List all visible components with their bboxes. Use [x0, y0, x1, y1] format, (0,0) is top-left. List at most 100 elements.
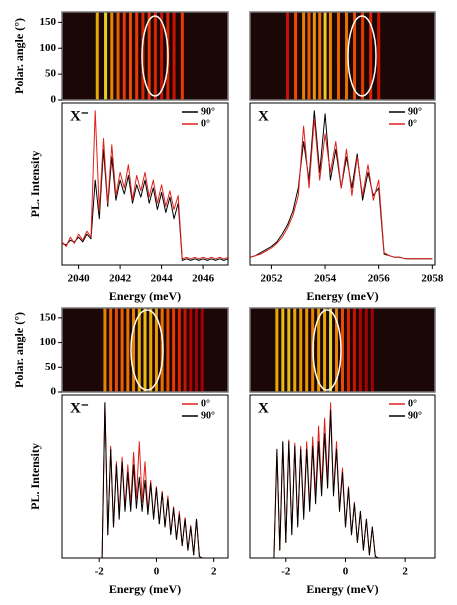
heatmap-stripe [104, 12, 108, 100]
x-tick-label: 2044 [151, 273, 174, 285]
spectrum-line [61, 110, 229, 260]
heatmap-stripe [294, 12, 298, 100]
heatmap-stripe [172, 12, 176, 100]
x-tick-label: 0 [154, 566, 160, 578]
heatmap-stripe [341, 308, 344, 392]
heatmap-stripe [329, 308, 333, 392]
highlight-ellipse [347, 15, 377, 97]
x-tick-label: 2 [211, 566, 217, 578]
y-tick-label: 50 [45, 68, 57, 80]
heatmap-stripe [126, 308, 130, 392]
legend-label: 0° [201, 118, 210, 129]
y-axis-label: Polar. angle (°) [12, 312, 26, 388]
y-tick-label: 100 [40, 42, 57, 54]
heatmap-stripe [143, 308, 147, 392]
heatmap-frame [249, 11, 436, 101]
x-axis-label: Energy (meV) [109, 289, 181, 303]
heatmap-stripe [177, 308, 181, 392]
heatmap-stripe [345, 12, 349, 100]
heatmap-frame [249, 307, 436, 393]
heatmap-stripe [116, 12, 120, 100]
plot-frame [61, 394, 229, 559]
heatmap-stripe [336, 12, 340, 100]
heatmap-stripe [364, 308, 368, 392]
heatmap-stripe [160, 308, 164, 392]
heatmap-stripe [286, 12, 290, 100]
spectrum-line [250, 410, 435, 559]
heatmap-stripe [358, 308, 362, 392]
panel-label: X [258, 108, 269, 124]
heatmap-stripe [166, 308, 170, 392]
y-axis-label: PL. Intensity [28, 151, 42, 218]
spectrum-line [249, 117, 433, 260]
heatmap-stripe [302, 12, 306, 100]
legend-label: 0° [408, 118, 417, 129]
heatmap-stripe [132, 308, 136, 392]
heatmap-stripe [370, 308, 374, 392]
legend-label: 0° [201, 398, 210, 409]
highlight-ellipse [312, 309, 342, 391]
x-axis-label: Energy (meV) [109, 582, 181, 596]
heatmap-stripe [95, 12, 99, 100]
heatmap-background [250, 12, 435, 100]
heatmap-stripe [299, 308, 303, 392]
heatmap-stripe [307, 12, 311, 100]
x-tick-label: 2040 [68, 273, 91, 285]
heatmap-stripe [160, 12, 164, 100]
heatmap-stripe [305, 308, 309, 392]
heatmap-stripe [352, 308, 356, 392]
x-tick-label: 2042 [109, 273, 132, 285]
heatmap-stripe [109, 308, 113, 392]
legend-label: 0° [408, 398, 417, 409]
heatmap-stripe [346, 308, 350, 392]
heatmap-stripe [323, 12, 327, 100]
panel-label: X⁻ [70, 400, 89, 416]
x-tick-label: 0 [343, 566, 349, 578]
heatmap-stripe [318, 12, 322, 100]
heatmap-stripe [312, 12, 316, 100]
heatmap-stripe [281, 308, 285, 392]
y-tick-label: 0 [51, 386, 57, 398]
heatmap-stripe [122, 12, 126, 100]
y-tick-label: 150 [40, 311, 57, 323]
x-tick-label: 2046 [192, 273, 215, 285]
heatmap-stripe [361, 12, 365, 100]
heatmap-stripe [180, 12, 184, 100]
x-tick-label: 2058 [421, 273, 444, 285]
legend-label: 90° [408, 410, 422, 421]
heatmap-stripe [153, 12, 157, 100]
heatmap-stripe [200, 308, 204, 392]
heatmap-stripe [189, 308, 193, 392]
x-axis-label: Energy (meV) [306, 289, 378, 303]
heatmap-stripe [149, 308, 153, 392]
heatmap-stripe [183, 308, 187, 392]
x-tick-label: 2056 [368, 273, 391, 285]
legend-label: 90° [408, 106, 422, 117]
spectrum-line [61, 148, 229, 261]
heatmap-frame [61, 11, 229, 101]
x-tick-label: -2 [95, 566, 105, 578]
heatmap-stripe [103, 308, 107, 392]
heatmap-stripe [120, 308, 124, 392]
y-axis-label: Polar. angle (°) [12, 18, 26, 94]
y-tick-label: 0 [51, 94, 57, 106]
x-axis-label: Energy (meV) [306, 582, 378, 596]
heatmap-stripe [141, 12, 145, 100]
heatmap-stripe [147, 12, 151, 100]
heatmap-stripe [172, 308, 176, 392]
heatmap-stripe [328, 12, 332, 100]
panel-label: X⁻ [70, 108, 89, 124]
heatmap-stripe [195, 308, 199, 392]
heatmap-stripe [114, 308, 118, 392]
heatmap-stripe [275, 308, 279, 392]
y-tick-label: 50 [45, 361, 57, 373]
x-tick-label: -2 [281, 566, 291, 578]
heatmap-stripe [317, 308, 321, 392]
plot-frame [249, 102, 436, 266]
heatmap-stripe [135, 12, 139, 100]
heatmap-stripe [335, 308, 339, 392]
heatmap-background [62, 12, 228, 100]
legend-label: 90° [201, 410, 215, 421]
spectrum-line [62, 402, 228, 559]
